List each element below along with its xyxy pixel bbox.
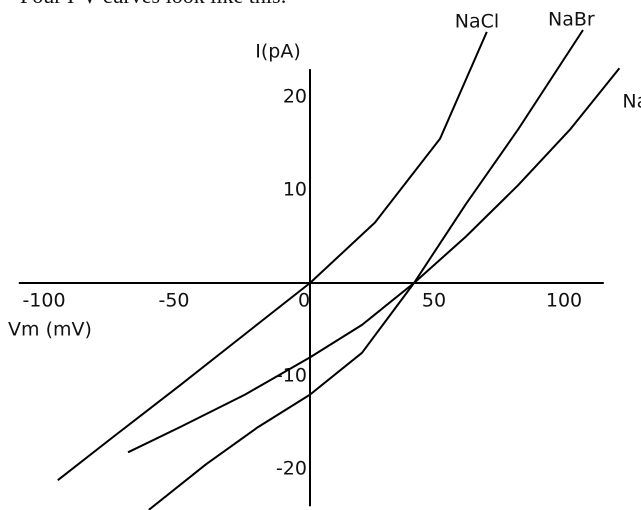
curve-label: NaBr <box>548 9 595 31</box>
x-axis-label: Vm (mV) <box>8 319 92 341</box>
x-tick-label: -100 <box>22 290 65 312</box>
iv-curve <box>148 29 584 510</box>
x-tick-label: 50 <box>422 290 446 312</box>
y-tick-label: 20 <box>283 86 307 108</box>
curve-label: NaI <box>622 91 641 113</box>
chart-title: Four I-V curves look like this: <box>20 0 287 8</box>
y-tick-label: -20 <box>276 458 307 480</box>
x-tick-label: 100 <box>546 290 582 312</box>
y-tick-label: 10 <box>283 179 307 201</box>
curve-label: NaCl <box>455 10 499 32</box>
y-axis-label: I(pA) <box>255 41 301 63</box>
iv-curve <box>127 67 621 454</box>
x-tick-label: -50 <box>158 290 189 312</box>
x-tick-label: 0 <box>298 290 310 312</box>
iv-curve <box>57 31 488 481</box>
y-tick-label: -10 <box>276 365 307 387</box>
